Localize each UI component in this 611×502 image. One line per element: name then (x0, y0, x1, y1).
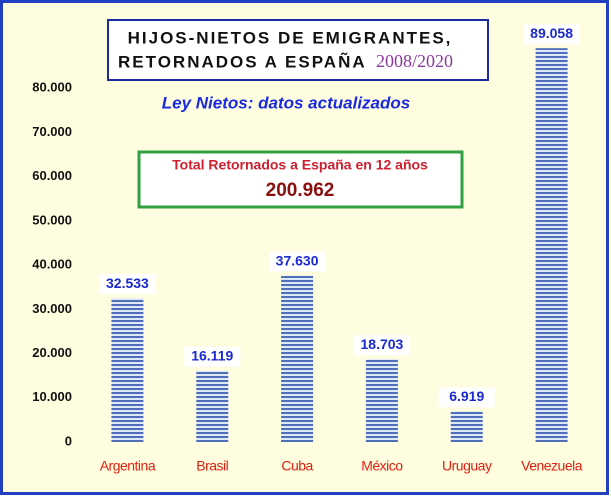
data-label: 16.119 (191, 347, 233, 363)
total-label: Total Retornados a España en 12 años (172, 157, 428, 173)
data-label-box (269, 251, 326, 272)
x-tick-label: Venezuela (521, 458, 583, 474)
x-tick-label: Uruguay (442, 458, 492, 474)
chart-title-years: 2008/2020 (376, 51, 453, 71)
total-box (137, 150, 464, 209)
data-label-box (184, 346, 241, 367)
x-tick-label: Brasil (196, 458, 228, 474)
bar (365, 359, 398, 442)
x-tick-label: Cuba (281, 458, 313, 474)
data-label-box (353, 335, 410, 356)
data-label-box (99, 274, 156, 295)
x-tick-label: México (361, 458, 403, 474)
bar (111, 298, 144, 442)
chart-title: RETORNADOS A ESPAÑA (118, 51, 367, 71)
y-tick-label: 10.000 (32, 389, 72, 404)
bar (450, 411, 483, 442)
bar (196, 370, 229, 442)
data-label-box (523, 24, 580, 45)
y-tick-label: 50.000 (32, 212, 72, 227)
bar (535, 48, 568, 442)
data-label: 32.533 (106, 275, 149, 291)
y-tick-label: 60.000 (32, 168, 72, 183)
data-label: 37.630 (276, 252, 319, 268)
title-box (107, 19, 489, 81)
y-tick-label: 40.000 (32, 257, 72, 272)
bar (281, 275, 314, 442)
subtitle: Ley Nietos: datos actualizados (162, 93, 410, 112)
y-tick-label: 80.000 (32, 80, 72, 95)
chart-title: HIJOS-NIETOS DE EMIGRANTES, (128, 28, 453, 47)
total-value: 200.962 (266, 180, 335, 201)
y-tick-label: 20.000 (32, 345, 72, 360)
data-label: 18.703 (361, 336, 404, 352)
data-label-box (438, 387, 495, 408)
y-tick-label: 30.000 (32, 301, 72, 316)
y-tick-label: 0 (65, 433, 72, 448)
y-tick-label: 70.000 (32, 124, 72, 139)
data-label: 6.919 (449, 388, 484, 404)
x-tick-label: Argentina (100, 458, 156, 474)
data-label: 89.058 (530, 25, 573, 41)
